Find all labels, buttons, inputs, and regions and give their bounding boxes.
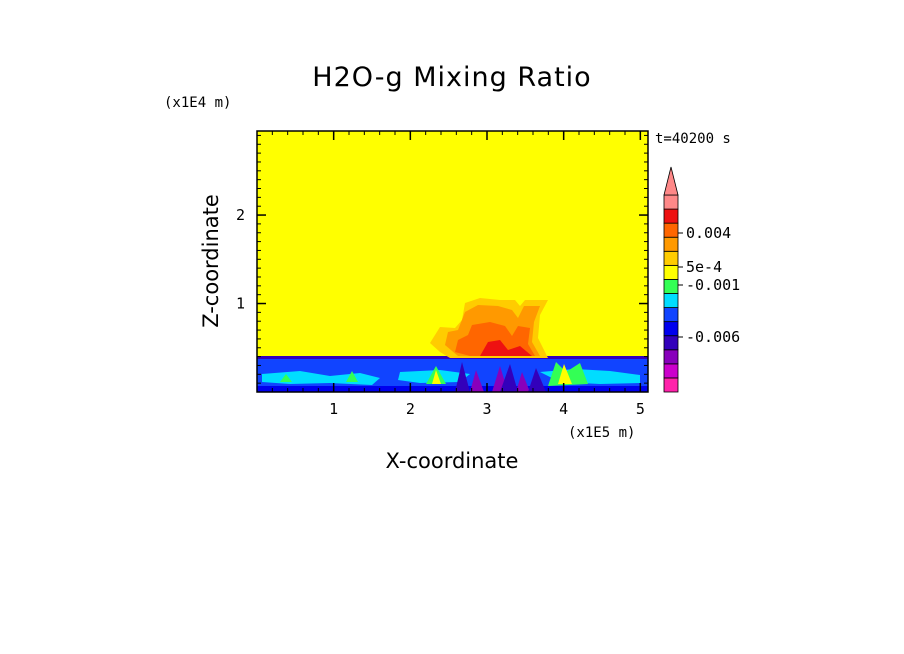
boundary-layer-floor (257, 386, 648, 392)
colorbar-bin (663, 194, 679, 210)
colorbar-label: -0.006 (686, 328, 740, 346)
colorbar: 0.004 5e-4-0.001 -0.006 (663, 166, 740, 393)
y-axis-label: Z-coordinate (199, 194, 223, 328)
colorbar-bin (663, 250, 679, 266)
y-tick-label: 2 (236, 206, 245, 224)
x-tick-label: 4 (559, 400, 568, 418)
y-tick-label: 1 (236, 295, 245, 313)
x-tick-label: 5 (636, 400, 645, 418)
green-patch-left (280, 374, 292, 382)
colorbar-bin (663, 264, 679, 280)
boundary-layer-field (257, 356, 648, 392)
x-tick-label: 3 (482, 400, 491, 418)
colorbar-bin (663, 307, 679, 323)
colorbar-bin (663, 236, 679, 252)
moist-plumes-field (430, 298, 548, 358)
purple-cells (470, 366, 530, 392)
green-patch-mid-left (346, 371, 358, 382)
chart-title: H2O-g Mixing Ratio (312, 62, 591, 93)
colorbar-bin (663, 321, 679, 337)
dark-blue-cells (455, 362, 546, 392)
colorbar-bin (663, 377, 679, 393)
colorbar-bin (663, 279, 679, 294)
x-tick-label: 1 (329, 400, 338, 418)
colorbar-bin (663, 293, 679, 308)
x-axis-label: X-coordinate (386, 449, 519, 473)
colorbar-label: 5e-4 (686, 258, 722, 276)
colorbar-bin (663, 222, 679, 238)
yellow-patch-mid (432, 370, 441, 384)
x-ticks: 1 2 3 4 5 (329, 131, 645, 418)
y-unit-label: (x1E4 m) (164, 95, 231, 111)
colorbar-bin (663, 363, 679, 379)
colorbar-extend-arrow (663, 166, 679, 196)
plume-core (480, 340, 532, 356)
x-unit-label: (x1E5 m) (568, 425, 635, 441)
x-tick-label: 2 (406, 400, 415, 418)
plume-inner (455, 322, 535, 356)
colorbar-label: -0.001 (686, 276, 740, 294)
y-ticks: 12 (236, 206, 648, 313)
time-label: t=40200 s (655, 131, 731, 147)
colorbar-label: 0.004 (686, 224, 731, 242)
plot-frame (256, 130, 649, 393)
yellow-patch-right (558, 364, 572, 384)
colorbar-bin (663, 349, 679, 365)
colorbar-bin (663, 335, 679, 351)
colorbar-bin (663, 208, 679, 224)
